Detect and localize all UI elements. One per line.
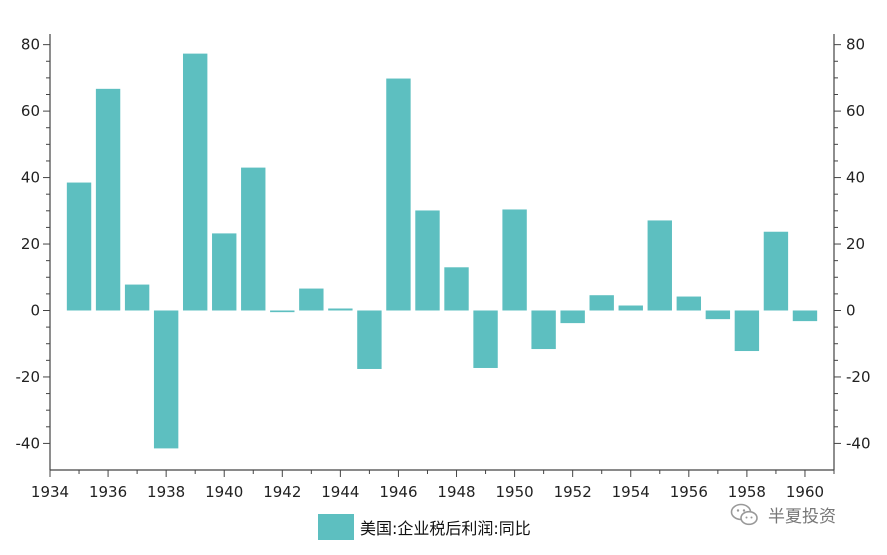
bar-1937 [124, 284, 150, 311]
bar-1941 [241, 167, 266, 311]
bar-1949 [473, 310, 498, 368]
bar-1942 [270, 310, 295, 313]
bar-1959 [763, 231, 789, 311]
x-tick-label: 1944 [321, 483, 359, 501]
bar-1952 [560, 310, 585, 324]
bar-1944 [328, 308, 353, 311]
bar-1956 [676, 296, 702, 311]
bar-1960 [792, 310, 818, 322]
legend: 美国:企业税后利润:同比 [318, 514, 531, 540]
y-tick-label-right: 0 [846, 301, 856, 319]
bar-1946 [386, 78, 411, 311]
y-tick-label-right: 20 [846, 235, 865, 253]
axes-group: 80 80 60 60 40 40 20 20 0 0 -20 -20 -40 -40 1934 1936 19… [16, 34, 871, 501]
x-tick-label: 1956 [670, 483, 708, 501]
x-tick-label: 1950 [495, 483, 533, 501]
bar-1939 [182, 53, 208, 311]
bar-1957 [705, 310, 731, 320]
bar-1935 [66, 182, 92, 311]
bar-1947 [415, 210, 440, 311]
x-tick-label: 1954 [612, 483, 650, 501]
bar-1954 [618, 305, 643, 311]
bar-1953 [589, 295, 614, 311]
y-tick-label-left: -40 [16, 434, 41, 452]
x-tick-label: 1952 [554, 483, 592, 501]
y-tick-label-right: 80 [846, 36, 865, 54]
y-tick-label-right: -40 [846, 434, 871, 452]
x-tick-label: 1958 [728, 483, 766, 501]
watermark: 半夏投资 [730, 502, 836, 527]
y-tick-label-right: -20 [846, 368, 871, 386]
y-tick-label-left: 0 [30, 301, 40, 319]
y-tick-label-left: 80 [21, 36, 40, 54]
bar-1951 [531, 310, 556, 350]
bar-1950 [502, 209, 527, 311]
bar-1936 [95, 88, 121, 311]
legend-swatch [318, 514, 354, 540]
bar-1955 [647, 220, 672, 311]
bar-1940 [212, 233, 237, 311]
bar-1938 [153, 310, 179, 449]
x-tick-label: 1948 [437, 483, 475, 501]
legend-label: 美国:企业税后利润:同比 [360, 519, 531, 538]
x-tick-label: 1934 [31, 483, 69, 501]
wechat-icon [730, 503, 758, 525]
bars-group [66, 53, 818, 449]
bar-1943 [299, 288, 324, 311]
bar-1958 [734, 310, 760, 352]
y-tick-label-left: 60 [21, 102, 40, 120]
x-tick-label: 1938 [147, 483, 185, 501]
bar-1945 [357, 310, 382, 369]
x-tick-label: 1946 [379, 483, 417, 501]
x-tick-label: 1936 [89, 483, 127, 501]
y-tick-label-left: -20 [16, 368, 41, 386]
x-tick-label: 1942 [263, 483, 301, 501]
bar-1948 [444, 267, 469, 311]
y-tick-label-right: 40 [846, 169, 865, 187]
y-tick-label-left: 20 [21, 235, 40, 253]
x-tick-label: 1960 [786, 483, 824, 501]
x-tick-label: 1940 [205, 483, 243, 501]
watermark-text: 半夏投资 [768, 507, 836, 527]
y-tick-label-right: 60 [846, 102, 865, 120]
y-tick-label-left: 40 [21, 169, 40, 187]
